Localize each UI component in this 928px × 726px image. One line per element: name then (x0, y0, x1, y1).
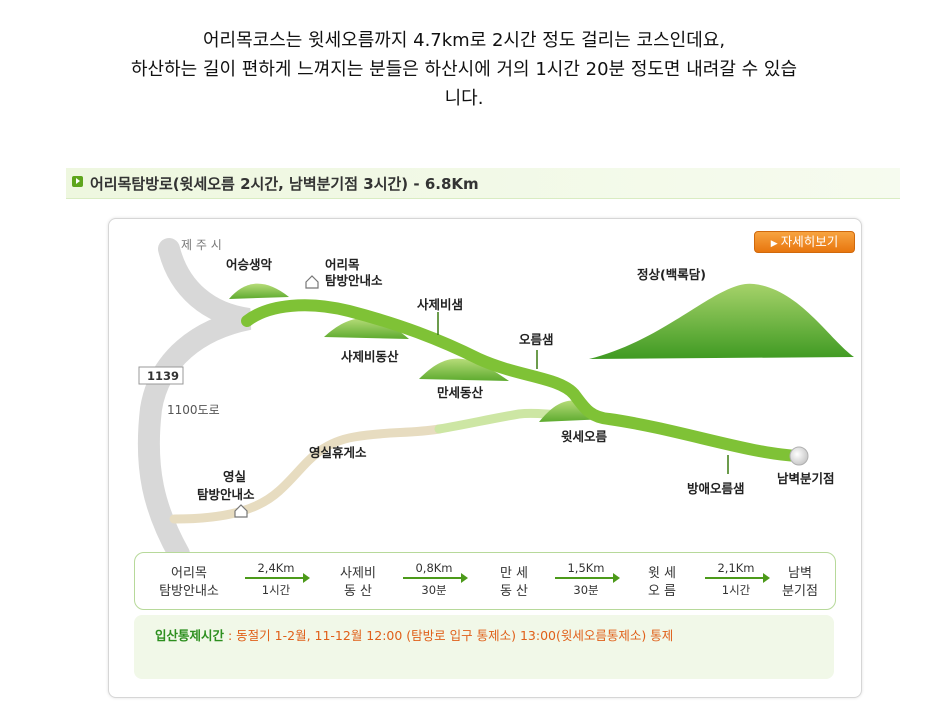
trail-header: 어리목탐방로(윗세오름 2시간, 남벽분기점 3시간) - 6.8Km (66, 168, 900, 199)
stop-nambyeok: 남벽 분기점 (782, 566, 818, 599)
manse-hill (419, 358, 509, 381)
detail-view-label: 자세히보기 (780, 234, 839, 249)
stop-eorimok: 어리목 탐방안내소 (159, 566, 219, 599)
label-bangae-oreumsaem: 방애오름샘 (687, 481, 745, 496)
label-summit: 정상(백록담) (637, 267, 706, 282)
road-1139 (137, 238, 252, 565)
intro-line-2: 하산하는 길이 편하게 느껴지는 분들은 하산시에 거의 1시간 20분 정도면… (130, 59, 798, 80)
label-oreumsaem: 오름샘 (519, 332, 554, 347)
eorimok-office-icon (305, 275, 319, 289)
stop-witse: 윗 세 오 름 (647, 566, 677, 599)
trail-title: 어리목탐방로(윗세오름 2시간, 남벽분기점 3시간) - 6.8Km (90, 175, 479, 193)
label-yeongsil-office-1: 영실 (223, 469, 246, 484)
arrow-icon (705, 573, 770, 583)
bullet-icon (72, 176, 83, 187)
notice-body: : 동절기 1-2월, 11-12월 12:00 (탐방로 입구 통제소) 13… (224, 628, 674, 643)
label-yeongsil-office-2: 탐방안내소 (197, 487, 255, 502)
segment-4: 2,1Km 1시간 (705, 560, 770, 598)
label-eorimok-office-2: 탐방안내소 (325, 273, 383, 288)
nambyeok-end-marker (789, 446, 809, 466)
intro-text: 어리목코스는 윗세오름까지 4.7km로 2시간 정도 걸리는 코스인데요, 하… (40, 26, 888, 113)
eorimok-trail (241, 299, 805, 462)
detail-view-button[interactable]: ▶ 자세히보기 (754, 231, 855, 253)
eoseungsaengak-hill (229, 283, 289, 299)
segment-1: 2,4Km 1시간 (245, 560, 310, 598)
label-witse-oreum: 윗세오름 (561, 429, 608, 444)
closure-notice: 입산통제시간 : 동절기 1-2월, 11-12월 12:00 (탐방로 입구 … (134, 615, 834, 679)
stop-manse: 만 세 동 산 (499, 566, 529, 599)
trail-map: 제 주 시 1139 1100도로 어승생악 어리목 탐방안내소 사제비샘 사제… (137, 238, 854, 565)
trail-map-card: 제 주 시 1139 1100도로 어승생악 어리목 탐방안내소 사제비샘 사제… (108, 218, 862, 698)
label-road-number: 1139 (147, 369, 179, 383)
distance-summary: 어리목 탐방안내소 2,4Km 1시간 사제비 동 산 0,8Km 30분 만 … (134, 552, 836, 610)
segment-3: 1,5Km 30분 (555, 560, 620, 598)
label-eorimok-office-1: 어리목 (325, 257, 360, 272)
arrow-icon (403, 573, 468, 583)
arrow-right-icon: ▶ (770, 239, 778, 249)
stop-sajebi: 사제비 동 산 (340, 566, 376, 599)
summit-mountain (589, 283, 854, 359)
label-sajebisaem: 사제비샘 (417, 297, 463, 312)
notice-label: 입산통제시간 (155, 628, 225, 643)
label-nambyeok: 남벽분기점 (777, 471, 835, 486)
label-yeongsil-rest: 영실휴게소 (309, 445, 367, 460)
label-mansedongsan: 만세동산 (437, 385, 484, 400)
label-eoseungsaengak: 어승생악 (226, 257, 273, 272)
segment-2: 0,8Km 30분 (403, 560, 468, 598)
intro-line-3: 니다. (444, 88, 484, 109)
yeongsil-office-icon (234, 504, 248, 518)
arrow-icon (245, 573, 310, 583)
label-sajebidongsan: 사제비동산 (341, 349, 399, 364)
yeongsil-trail-dirt (169, 424, 444, 524)
sajebi-hill (324, 318, 409, 339)
label-road-name: 1100도로 (167, 403, 220, 417)
intro-line-1: 어리목코스는 윗세오름까지 4.7km로 2시간 정도 걸리는 코스인데요, (202, 30, 726, 51)
arrow-icon (555, 573, 620, 583)
label-jeju-city: 제 주 시 (181, 238, 222, 252)
